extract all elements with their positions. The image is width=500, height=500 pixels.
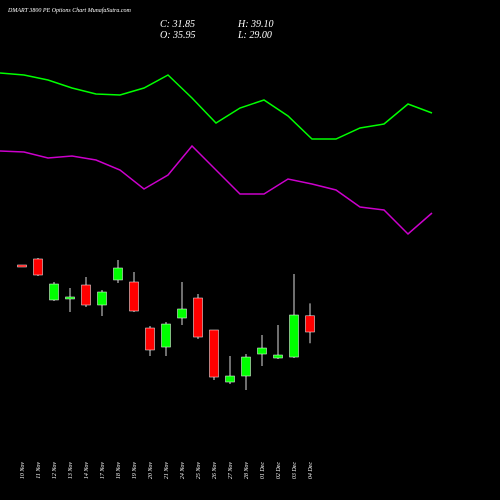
- x-tick-label: 25 Nov: [196, 462, 202, 480]
- x-tick-label: 02 Dec: [276, 462, 282, 479]
- x-tick-label: 26 Nov: [212, 462, 218, 480]
- x-tick-label: 14 Nov: [83, 462, 90, 480]
- x-tick-label: 21 Nov: [164, 462, 170, 480]
- candle-body: [97, 291, 107, 306]
- line-series: [0, 144, 433, 236]
- candle-body: [209, 329, 219, 378]
- x-tick-label: 11 Nov: [36, 462, 42, 479]
- candle-body: [129, 281, 139, 312]
- candle-body: [49, 283, 59, 301]
- candle-body: [305, 315, 315, 333]
- x-tick-label: 04 Dec: [307, 462, 314, 479]
- x-tick-label: 24 Nov: [179, 462, 186, 480]
- candle-body: [241, 356, 251, 377]
- ohlc-label: O: 35.95: [160, 30, 196, 41]
- ohlc-label: H: 39.10: [237, 19, 274, 30]
- candle-body: [273, 354, 283, 359]
- candle-body: [289, 314, 299, 358]
- x-tick-label: 28 Nov: [244, 462, 250, 480]
- candle-body: [81, 284, 91, 306]
- line-series: [0, 72, 433, 140]
- x-tick-label: 01 Dec: [260, 462, 266, 479]
- candle-body: [113, 267, 123, 281]
- candle-body: [225, 375, 235, 383]
- candle-body: [65, 296, 75, 300]
- x-tick-label: 03 Dec: [292, 462, 298, 479]
- x-tick-label: 19 Nov: [132, 462, 138, 480]
- candle-body: [145, 327, 155, 351]
- x-tick-label: 20 Nov: [148, 462, 154, 480]
- ohlc-label: C: 31.85: [160, 19, 195, 30]
- x-tick-label: 13 Nov: [68, 462, 74, 480]
- candle-body: [177, 308, 187, 319]
- chart-title: DMART 3800 PE Options Chart MunafaSutra.…: [7, 7, 132, 14]
- candle-body: [161, 323, 171, 348]
- ohlc-label: L: 29.00: [237, 30, 272, 41]
- candle-body: [17, 264, 27, 268]
- x-tick-label: 27 Nov: [228, 462, 234, 480]
- x-tick-label: 18 Nov: [116, 462, 122, 480]
- x-tick-label: 12 Nov: [52, 462, 58, 480]
- x-tick-label: 17 Nov: [100, 462, 106, 480]
- candle-body: [193, 297, 203, 338]
- candle-body: [257, 347, 267, 355]
- candle-body: [33, 258, 43, 276]
- x-tick-label: 10 Nov: [20, 462, 26, 480]
